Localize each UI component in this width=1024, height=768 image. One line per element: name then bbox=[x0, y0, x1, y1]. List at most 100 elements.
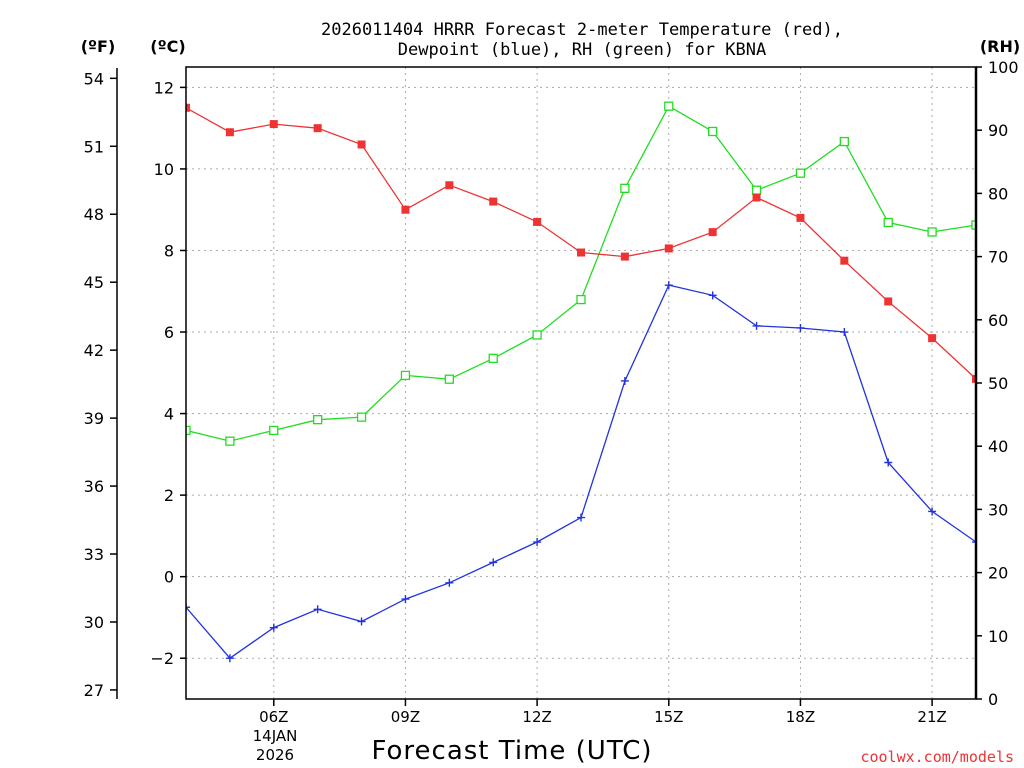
temperature-point bbox=[401, 205, 410, 214]
rh-point bbox=[186, 425, 191, 436]
x-tick-label: 12Z bbox=[522, 708, 551, 726]
temperature-point bbox=[225, 128, 234, 137]
rh-point bbox=[532, 330, 542, 340]
rh-point bbox=[444, 374, 454, 384]
rh-point bbox=[576, 294, 586, 305]
rh-point bbox=[927, 227, 937, 237]
rh-point bbox=[751, 185, 762, 195]
celsius-tick-label: 0 bbox=[164, 568, 174, 587]
rh-tick-label: 80 bbox=[988, 184, 1008, 203]
rh-point bbox=[708, 126, 718, 137]
rh-tick-label: 30 bbox=[988, 500, 1008, 519]
rh-tick-label: 10 bbox=[988, 627, 1008, 646]
axes: 06Z 09Z 12Z 15Z 18Z 21Z −2 0 2 4 6 8 10 12 27 30 33 36 39 4… bbox=[84, 58, 1019, 726]
temperature-point bbox=[357, 140, 366, 149]
rh-tick-label: 0 bbox=[988, 690, 998, 709]
rh-tick-label: 50 bbox=[988, 374, 1008, 393]
x-tick-label: 18Z bbox=[786, 708, 815, 726]
rh-point bbox=[839, 136, 849, 147]
fahrenheit-tick-label: 30 bbox=[84, 613, 104, 632]
temperature-point bbox=[664, 244, 673, 253]
dewpoint-point bbox=[186, 603, 190, 612]
fahrenheit-tick-label: 27 bbox=[84, 681, 104, 700]
rh-point bbox=[269, 425, 279, 436]
dewpoint-point bbox=[313, 605, 322, 614]
fahrenheit-tick-label: 36 bbox=[84, 477, 104, 496]
rh-tick-label: 90 bbox=[988, 121, 1008, 140]
rh-tick-label: 20 bbox=[988, 564, 1008, 583]
rh-tick-label: 40 bbox=[988, 437, 1008, 456]
rh-tick-label: 70 bbox=[988, 248, 1008, 267]
dewpoint-point bbox=[884, 458, 893, 467]
x-tick-label: 09Z bbox=[391, 708, 420, 726]
rh-point bbox=[795, 168, 806, 178]
temperature-point bbox=[577, 248, 585, 257]
rh-point bbox=[400, 370, 411, 381]
rh-point bbox=[356, 412, 367, 422]
dewpoint-point bbox=[664, 281, 673, 290]
temperature-point bbox=[796, 213, 805, 222]
dewpoint-point bbox=[972, 538, 976, 547]
temperature-point bbox=[928, 334, 937, 343]
fahrenheit-tick-label: 54 bbox=[84, 69, 104, 88]
series-group bbox=[186, 101, 976, 663]
rh-unit-label: (RH) bbox=[980, 37, 1020, 56]
dewpoint-point bbox=[401, 595, 410, 604]
rh-point bbox=[313, 415, 323, 425]
temperature-point bbox=[708, 228, 717, 237]
rh-tick-label: 60 bbox=[988, 311, 1008, 330]
x-tick-label: 06Z bbox=[259, 708, 288, 726]
temperature-point bbox=[840, 256, 849, 265]
fahrenheit-tick-label: 39 bbox=[84, 409, 104, 428]
temperature-point bbox=[620, 252, 629, 261]
dewpoint-point bbox=[752, 321, 761, 330]
celsius-tick-label: 6 bbox=[164, 323, 174, 342]
credit-label: coolwx.com/models bbox=[860, 748, 1014, 766]
temperature-point bbox=[533, 217, 542, 226]
title-line-1: 2026011404 HRRR Forecast 2-meter Tempera… bbox=[321, 20, 843, 40]
x-axis-title: Forecast Time (UTC) bbox=[371, 736, 652, 766]
dewpoint-point bbox=[269, 623, 278, 632]
temperature-point bbox=[489, 197, 498, 206]
dewpoint-point bbox=[620, 376, 629, 385]
rh-point bbox=[225, 436, 235, 446]
fahrenheit-tick-label: 42 bbox=[84, 341, 104, 360]
rh-point bbox=[664, 101, 674, 111]
temperature-point bbox=[972, 374, 976, 383]
temperature-point bbox=[752, 193, 761, 202]
temperature-line bbox=[186, 107, 976, 380]
dewpoint-point bbox=[796, 323, 805, 332]
dewpoint-line bbox=[186, 284, 976, 660]
celsius-tick-label: 12 bbox=[154, 78, 174, 97]
fahrenheit-tick-label: 45 bbox=[84, 273, 104, 292]
series-layer bbox=[186, 101, 976, 663]
dewpoint-point bbox=[445, 578, 454, 587]
date-label-year: 2026 bbox=[256, 746, 294, 764]
fahrenheit-tick-label: 51 bbox=[84, 137, 104, 156]
rh-tick-label: 100 bbox=[988, 58, 1019, 77]
dewpoint-point bbox=[577, 513, 585, 522]
temperature-point bbox=[445, 181, 454, 190]
plot-frame bbox=[185, 66, 977, 700]
temperature-point bbox=[313, 124, 322, 133]
celsius-tick-label: 10 bbox=[154, 160, 174, 179]
dewpoint-point bbox=[357, 617, 366, 626]
celsius-tick-label: −2 bbox=[150, 649, 174, 668]
grid-lines bbox=[186, 67, 976, 699]
dewpoint-point bbox=[533, 538, 542, 547]
title-line-2: Dewpoint (blue), RH (green) for KBNA bbox=[398, 40, 766, 60]
x-tick-label: 15Z bbox=[654, 708, 683, 726]
temperature-point bbox=[269, 120, 278, 129]
fahrenheit-unit-label: (ºF) bbox=[81, 37, 116, 56]
rh-point bbox=[620, 183, 630, 193]
dewpoint-point bbox=[928, 507, 937, 516]
temperature-point bbox=[186, 103, 190, 112]
dewpoint-point bbox=[489, 558, 498, 567]
rh-point bbox=[971, 220, 976, 230]
dewpoint-point bbox=[225, 654, 234, 663]
rh-point bbox=[488, 353, 498, 364]
dewpoint-point bbox=[840, 328, 849, 337]
celsius-tick-label: 8 bbox=[164, 241, 174, 260]
date-label-day: 14JAN bbox=[253, 727, 298, 745]
